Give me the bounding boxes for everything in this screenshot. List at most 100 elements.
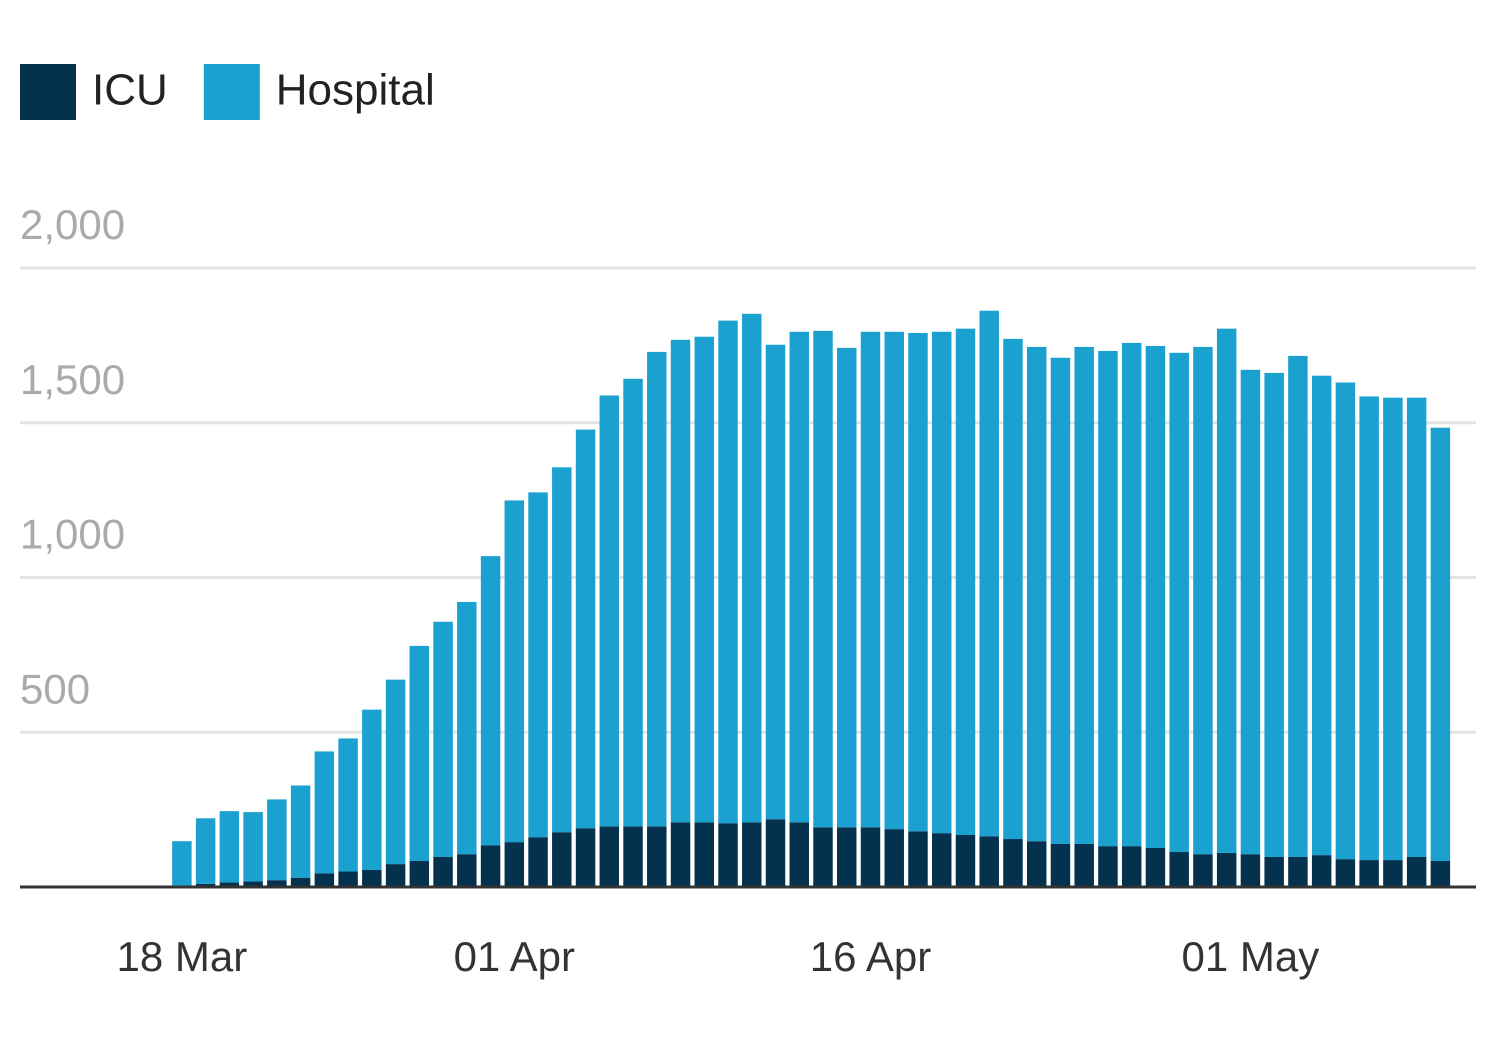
bar-segment [528, 837, 548, 887]
bar-segment [267, 799, 287, 881]
legend-swatch [203, 64, 260, 120]
bar-segment [385, 864, 406, 887]
bar-segment [433, 621, 453, 857]
bar-segment [789, 822, 809, 887]
bar-segment [765, 819, 786, 887]
bar-segment [575, 828, 596, 887]
bar-segment [1193, 854, 1213, 887]
bar-segment [1288, 856, 1308, 887]
bar-segment [552, 467, 572, 833]
bar-segment [647, 351, 667, 827]
bar-segment [504, 842, 525, 887]
bar-segment [908, 332, 928, 832]
bar-segment [860, 331, 881, 828]
bar-segment [1406, 397, 1427, 857]
bar-segment [433, 856, 453, 887]
bar-segment [1383, 860, 1403, 887]
bar-segment [979, 310, 999, 837]
bar-segment [314, 873, 335, 887]
bar-segment [1074, 843, 1094, 887]
bar-segment [362, 709, 382, 870]
y-tick-label: 2,000 [20, 201, 125, 248]
bar-segment [243, 812, 263, 882]
bar-segment [362, 869, 382, 887]
bar-segment [219, 811, 240, 883]
bar-segment [884, 829, 904, 887]
bar-segment [1311, 375, 1332, 856]
bar-segment [1169, 852, 1189, 887]
y-tick-label: 1,500 [20, 356, 125, 403]
bar-segment [1169, 352, 1189, 853]
legend-swatch [20, 64, 76, 120]
bar-segment [1311, 855, 1332, 887]
bar-segment [1145, 345, 1166, 849]
bar-segment [1335, 859, 1356, 887]
bar-segment [599, 395, 620, 827]
bar-segment [1335, 382, 1356, 860]
bar-segment [694, 336, 715, 823]
bar-segment [1240, 854, 1261, 887]
bar-segment [765, 344, 786, 820]
bar-segment [267, 880, 287, 887]
bar-segment [599, 826, 620, 887]
bar-segment [1003, 338, 1023, 840]
bar-segment [647, 826, 667, 887]
bar-segment [575, 429, 596, 829]
bar-segment [195, 818, 216, 884]
bar-segment [314, 751, 335, 874]
bar-segment [670, 822, 691, 887]
bar-segment [979, 836, 999, 887]
bar-segment [931, 331, 952, 834]
bar-segment [955, 835, 976, 887]
bar-segment [1026, 841, 1047, 887]
bar-segment [290, 877, 311, 887]
bar-segment [1050, 357, 1071, 844]
bar-segment [718, 320, 738, 824]
bar-segment [1145, 848, 1166, 887]
bar-segment [1121, 846, 1142, 887]
bar-segment [908, 831, 928, 887]
bar-segment [837, 347, 857, 828]
bar-segment [1430, 427, 1451, 862]
bar-segment [480, 556, 501, 846]
bar-segment [1074, 346, 1094, 844]
bar-segment [1121, 342, 1142, 847]
legend-label: Hospital [276, 66, 435, 115]
bar-segment [813, 827, 833, 887]
bar-segment [742, 313, 762, 823]
bar-segment [1264, 856, 1284, 887]
bar-segment [1383, 397, 1403, 861]
legend-label: ICU [92, 66, 168, 115]
bar-segment [552, 832, 572, 887]
bar-segment [409, 861, 430, 887]
bar-segment [385, 679, 406, 865]
bar-segment [742, 822, 762, 887]
bar-segment [718, 823, 738, 887]
bar-segment [1098, 350, 1118, 847]
bar-segment [338, 738, 358, 872]
bar-segment [1098, 846, 1118, 887]
bar-segment [1359, 860, 1379, 887]
bar-segment [457, 601, 477, 855]
y-tick-label: 1,000 [20, 511, 125, 558]
bar-segment [623, 378, 643, 827]
bar-segment [409, 645, 430, 862]
bar-segment [1003, 839, 1023, 887]
bar-segment [338, 871, 358, 887]
bar-segment [1026, 346, 1047, 842]
bar-segment [480, 845, 501, 887]
bar-segment [623, 826, 643, 887]
bar-segment [670, 339, 691, 823]
bar-segment [884, 331, 904, 830]
bar-segment [1359, 396, 1379, 861]
x-tick-label: 01 May [1182, 933, 1320, 980]
bar-segment [528, 492, 548, 838]
bar-segment [1193, 346, 1213, 855]
bar-segment [290, 785, 311, 878]
bar-segment [1406, 856, 1427, 887]
bar-segment [1288, 355, 1308, 857]
bar-segment [931, 833, 952, 887]
bar-segment [1240, 369, 1261, 855]
x-tick-label: 16 Apr [810, 933, 931, 980]
